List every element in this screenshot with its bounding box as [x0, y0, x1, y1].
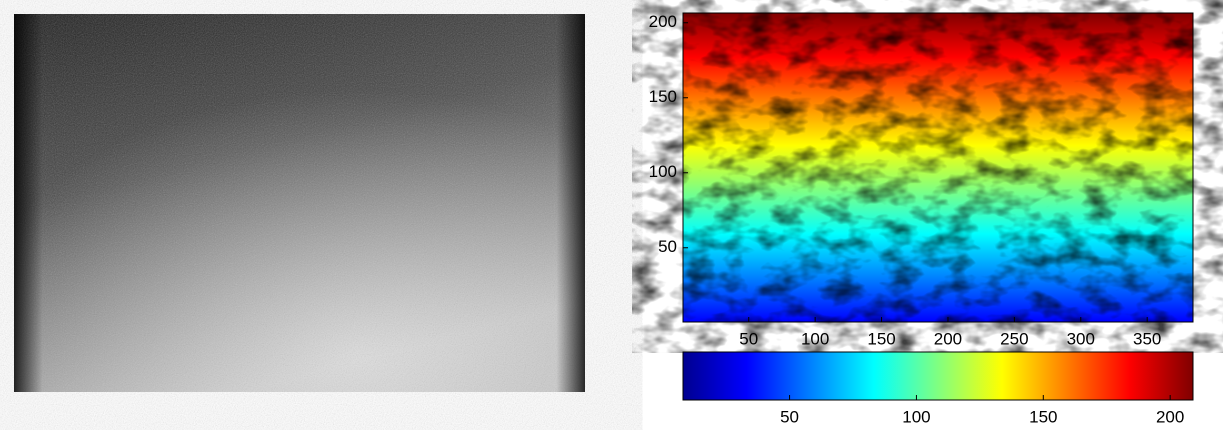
x-tick-label: 300	[1067, 329, 1095, 348]
axes-box	[682, 12, 1194, 323]
photo	[14, 14, 585, 392]
colorbar-tick-label: 200	[1156, 407, 1184, 426]
y-tick-label: 50	[658, 237, 677, 256]
x-tick-label: 150	[867, 329, 895, 348]
x-tick-label: 250	[1000, 329, 1028, 348]
contour-lines	[683, 13, 1193, 322]
x-tick-label: 100	[801, 329, 829, 348]
colorbar-tick-label: 100	[902, 407, 930, 426]
y-tick-label: 100	[649, 162, 677, 181]
colorbar-fill	[682, 351, 1194, 401]
colorbar: 50 100 150 200	[682, 351, 1194, 426]
colorbar-tick-label: 150	[1029, 407, 1057, 426]
y-tick-label: 200	[649, 12, 677, 31]
x-tick-label: 200	[934, 329, 962, 348]
colorbar-tick-label: 50	[780, 407, 799, 426]
x-tick-label: 50	[739, 329, 758, 348]
y-tick-label: 150	[649, 87, 677, 106]
x-tick-label: 350	[1133, 329, 1161, 348]
contour-plot: 50 100 150 200 250 300 350 50 100 150 200	[649, 12, 1194, 348]
